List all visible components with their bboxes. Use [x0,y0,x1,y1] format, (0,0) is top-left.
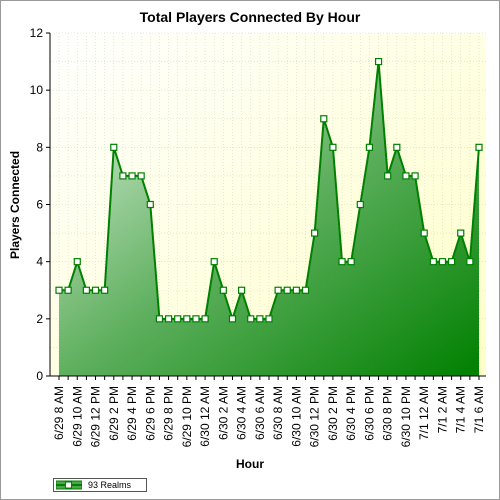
data-point [183,315,191,323]
x-tick-label: 6/29 12 PM [89,386,103,447]
data-point [128,172,136,180]
y-tick-label: 12 [30,26,44,40]
data-point [374,57,383,66]
y-tick-label: 2 [36,312,43,326]
data-point [119,172,127,180]
x-tick-label: 6/30 4 AM [235,386,249,440]
data-point [219,286,227,294]
data-point [155,315,164,323]
data-point [210,258,218,266]
data-point [292,286,300,294]
data-point [265,315,273,323]
data-point [283,286,291,294]
x-tick-label: 6/30 2 AM [216,386,230,440]
data-point [438,258,447,266]
series-area [59,61,479,376]
data-point [311,229,319,237]
data-point [420,229,428,237]
y-tick-label: 8 [36,140,43,154]
data-point [73,258,81,266]
data-point [274,286,282,294]
x-tick-label: 6/30 10 PM [399,386,413,447]
x-tick-label: 6/30 12 PM [308,386,322,447]
x-tick-label: 6/29 6 PM [143,386,157,441]
data-point [457,229,465,237]
x-tick-label: 6/30 6 PM [362,386,376,441]
x-tick-label: 7/1 4 AM [454,386,468,433]
series-points [55,57,483,323]
x-axis-ticks: 6/29 8 AM 6/29 10 AM 6/29 12 PM 6/29 2 PM 6/… [52,376,486,447]
legend-label: 93 Realms [88,480,132,490]
x-tick-label: 6/30 12 AM [198,386,212,447]
legend-swatch [56,480,82,490]
y-tick-label: 4 [36,255,43,269]
x-tick-label: 7/1 2 AM [435,386,449,433]
data-point [201,315,209,323]
data-point [164,315,173,323]
data-point [411,172,419,180]
data-point [402,172,410,180]
x-tick-label: 6/30 4 PM [344,386,358,441]
x-tick-label: 6/30 10 AM [289,386,303,447]
y-tick-label: 10 [30,83,44,97]
data-point [64,286,72,294]
x-tick-label: 6/29 10 AM [70,386,84,447]
data-point [338,258,346,266]
y-axis-ticks: 0 2 4 6 8 10 12 [30,26,50,383]
x-tick-label: 6/29 4 PM [125,386,139,441]
data-point [55,286,63,294]
data-point [228,315,237,323]
data-point [91,286,100,294]
y-tick-label: 6 [36,198,43,212]
data-point [448,258,456,266]
x-axis-label: Hour [236,457,264,471]
data-point [320,115,328,123]
x-tick-label: 6/29 8 PM [162,386,176,441]
data-point [137,172,145,180]
data-point [146,200,154,209]
x-tick-label: 7/1 6 AM [472,386,486,433]
data-point [101,286,109,294]
data-point [238,286,246,294]
chart-title: Total Players Connected By Hour [140,9,361,25]
data-point [384,172,392,180]
data-point [347,258,355,266]
data-point [192,315,200,323]
data-point [110,143,118,151]
data-point [365,143,374,151]
data-point [256,315,264,323]
legend: 93 Realms [53,478,147,492]
x-tick-label: 6/30 2 PM [326,386,340,441]
x-tick-label: 7/1 12 AM [417,386,431,440]
data-point [475,143,483,151]
data-point [247,315,255,323]
data-point [301,286,310,294]
data-point [82,286,90,294]
data-point [174,315,182,323]
x-tick-label: 6/29 2 PM [107,386,121,441]
data-point [356,200,364,209]
y-axis-label: Players Connected [8,151,22,259]
y-tick-label: 0 [36,369,43,383]
x-tick-label: 6/30 8 AM [271,386,285,440]
data-point [429,258,437,266]
data-point [329,143,337,151]
x-tick-label: 6/29 8 AM [52,386,66,440]
data-point [393,143,401,151]
data-point [466,258,474,266]
x-tick-label: 6/30 8 PM [381,386,395,441]
x-tick-label: 6/29 10 PM [180,386,194,447]
x-tick-label: 6/30 6 AM [253,386,267,440]
